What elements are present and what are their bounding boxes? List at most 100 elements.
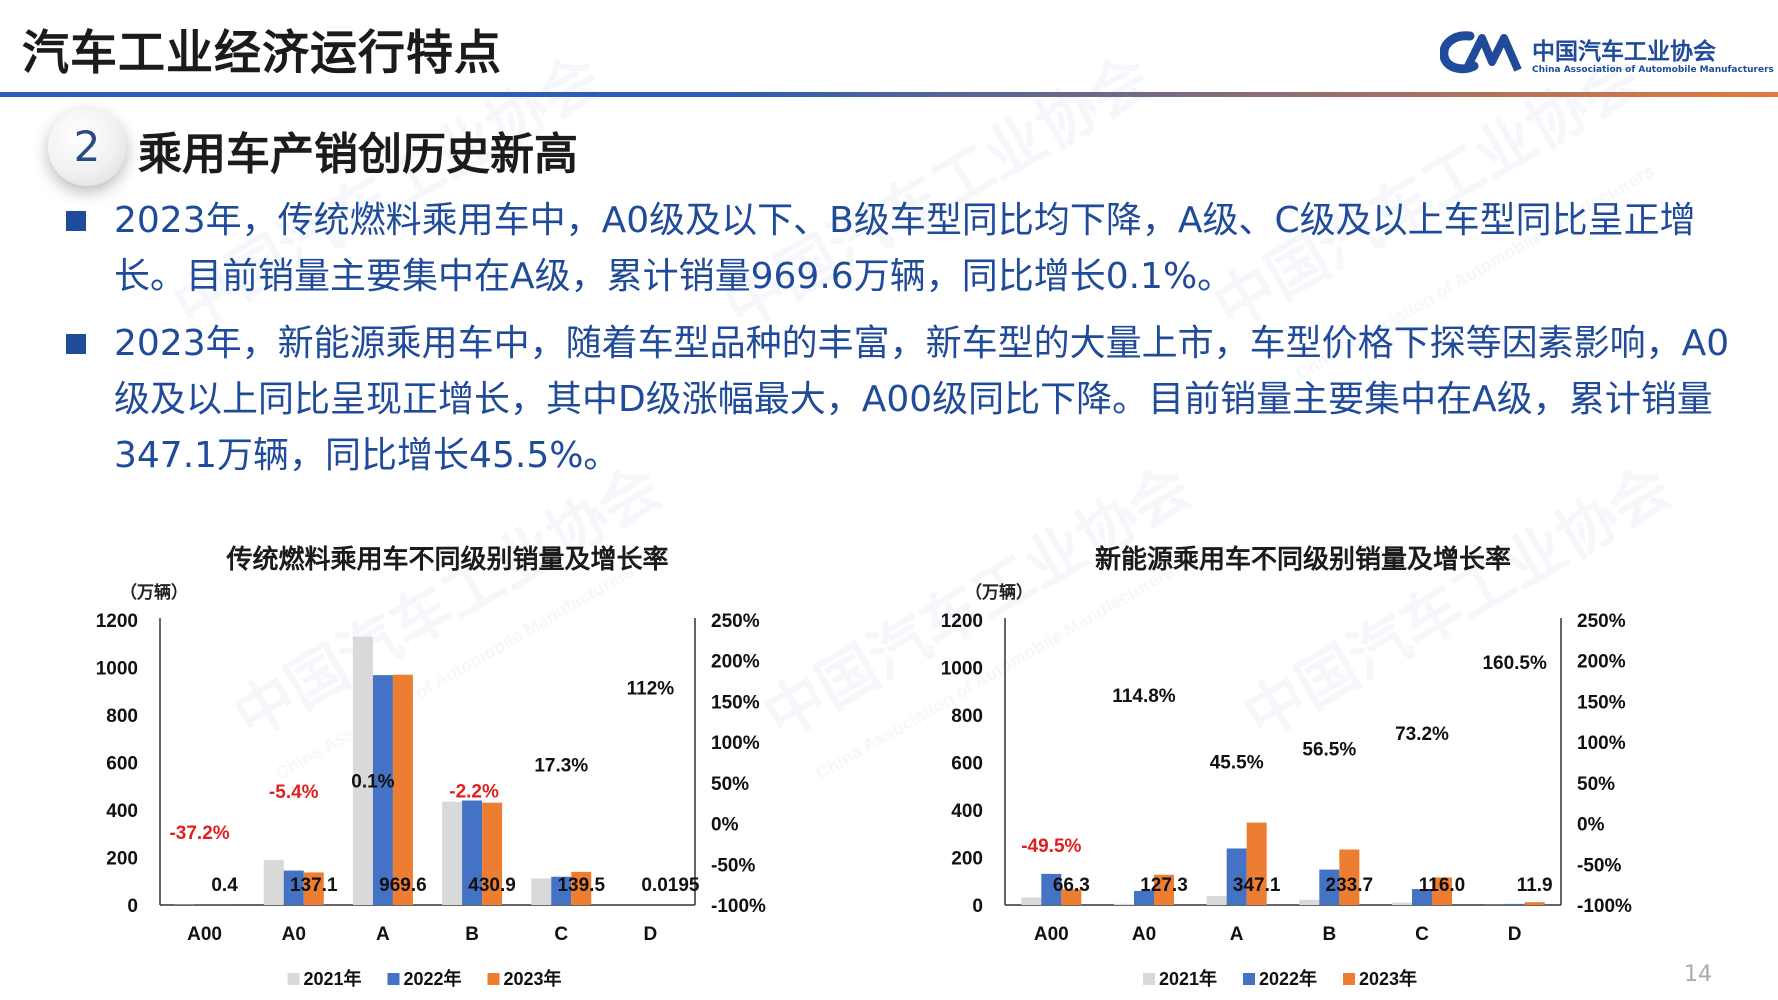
bar-2023年 (482, 802, 503, 905)
y-left-tick-label: 1000 (941, 659, 983, 680)
y-right-tick-label: -100% (1577, 896, 1632, 917)
y-left-tick-label: 0 (127, 896, 138, 917)
growth-rate-label: 17.3% (534, 755, 588, 776)
bar-2021年 (263, 859, 284, 905)
y-right-tick-label: -100% (711, 896, 766, 917)
chart-nev-passenger-cars: 新能源乘用车不同级别销量及增长率 （万辆） 0 200 400 600 800 1000 120… (941, 544, 1632, 989)
bullet-paragraph: 2023年，传统燃料乘用车中，A0级及以下、B级车型同比均下降，A级、C级及以上… (114, 200, 1696, 297)
x-tick-label: A0 (1132, 924, 1156, 945)
bar-2022年 (283, 870, 304, 905)
x-tick-label: A00 (187, 924, 222, 945)
cam-logo-icon (1440, 31, 1522, 74)
value-label: 127.3 (1140, 875, 1188, 896)
growth-rate-label: -37.2% (169, 823, 229, 844)
value-label: 347.1 (1233, 875, 1281, 896)
bar-2023年 (1524, 902, 1545, 905)
x-tick-label: B (465, 924, 479, 945)
legend-label: 2021年 (304, 968, 362, 989)
y-left-tick-label: 800 (106, 706, 138, 727)
bar-2023年 (1061, 889, 1082, 905)
y-right-tick-label: 250% (1577, 611, 1626, 632)
x-tick-label: A (376, 924, 390, 945)
bar-2023年 (303, 872, 324, 905)
legend-label: 2023年 (504, 968, 562, 989)
y-left-tick-label: 0 (972, 896, 983, 917)
y-left-tick-label: 800 (951, 706, 983, 727)
value-label: 0.4 (211, 875, 238, 896)
value-label: 430.9 (468, 875, 516, 896)
y-right-tick-label: 100% (711, 733, 760, 754)
section-title: 乘用车产销创历史新高 (138, 129, 578, 180)
bullet-paragraph: 2023年，新能源乘用车中，随着车型品种的丰富，新车型的大量上市，车型价格下探等… (114, 323, 1730, 476)
bar-2022年 (551, 876, 572, 905)
y-right-tick-label: 250% (711, 611, 760, 632)
legend-label: 2022年 (1259, 968, 1317, 989)
growth-rate-label: 160.5% (1482, 653, 1547, 674)
x-tick-label: A00 (1034, 924, 1069, 945)
bar-2021年 (531, 878, 552, 905)
value-label: 137.1 (290, 875, 338, 896)
growth-rate-label: 114.8% (1112, 686, 1175, 707)
bar-2021年 (442, 801, 463, 905)
legend-label: 2023年 (1359, 968, 1417, 989)
growth-rate-label: -5.4% (269, 782, 319, 803)
logo-text: 中国汽车工业协会 (1532, 39, 1716, 65)
x-tick-label: A0 (282, 924, 306, 945)
y-left-tick-label: 200 (951, 849, 983, 870)
chart-title: 新能源乘用车不同级别销量及增长率 (1095, 544, 1511, 574)
value-label: 66.3 (1053, 875, 1090, 896)
bar-2022年 (1134, 890, 1154, 905)
y-left-tick-label: 1200 (941, 611, 983, 632)
value-label: 233.7 (1326, 875, 1374, 896)
y-right-tick-label: 0% (1577, 815, 1605, 836)
y-right-tick-label: -50% (711, 855, 755, 876)
bar-2023年 (1246, 822, 1267, 905)
value-label: 0.0195 (641, 875, 700, 896)
growth-rate-label: 0.1% (351, 771, 394, 792)
value-label: 969.6 (379, 875, 427, 896)
y-right-tick-label: 150% (1577, 692, 1626, 713)
bar-2021年 (1392, 902, 1412, 905)
value-label: 116.0 (1419, 875, 1466, 896)
legend-label: 2022年 (404, 968, 462, 989)
y-right-tick-label: 0% (711, 815, 739, 836)
x-tick-label: B (1322, 924, 1336, 945)
bar-2021年 (1299, 899, 1320, 905)
growth-rate-label: -49.5% (1021, 836, 1081, 857)
bar-2021年 (352, 636, 373, 905)
page-number: 14 (1684, 962, 1712, 987)
value-label: 139.5 (557, 875, 605, 896)
x-tick-label: A (1230, 924, 1244, 945)
value-label: 11.9 (1517, 875, 1553, 896)
x-tick-label: D (644, 924, 658, 945)
bullet-square-icon (66, 211, 86, 231)
y-left-tick-label: 400 (951, 801, 983, 822)
legend-swatch (1243, 973, 1255, 985)
y-right-tick-label: 50% (1577, 774, 1615, 795)
bar-2021年 (1206, 895, 1227, 905)
bar-2021年 (1021, 897, 1042, 905)
y-left-tick-label: 600 (951, 754, 983, 775)
growth-rate-label: 56.5% (1302, 740, 1356, 761)
legend-swatch (287, 973, 300, 985)
x-tick-label: C (1415, 924, 1429, 945)
y-right-tick-label: -50% (1577, 855, 1621, 876)
bar-2022年 (1041, 873, 1062, 905)
y-left-tick-label: 1000 (96, 659, 138, 680)
growth-rate-label: 73.2% (1395, 724, 1449, 745)
legend-swatch (387, 973, 400, 985)
x-tick-label: C (554, 924, 568, 945)
bar-2022年 (462, 800, 483, 905)
y-left-tick-label: 400 (106, 801, 138, 822)
bar-2022年 (1504, 903, 1525, 905)
growth-rate-label: 45.5% (1210, 753, 1264, 774)
bar-2022年 (372, 675, 393, 905)
legend-label: 2021年 (1159, 968, 1217, 989)
bar-2023年 (392, 674, 413, 905)
bullet-square-icon (66, 334, 86, 354)
legend-swatch (487, 973, 500, 985)
legend-swatch (1143, 973, 1155, 985)
header-divider (0, 92, 1778, 97)
legend-swatch (1343, 973, 1355, 985)
page-title: 汽车工业经济运行特点 (22, 26, 502, 81)
